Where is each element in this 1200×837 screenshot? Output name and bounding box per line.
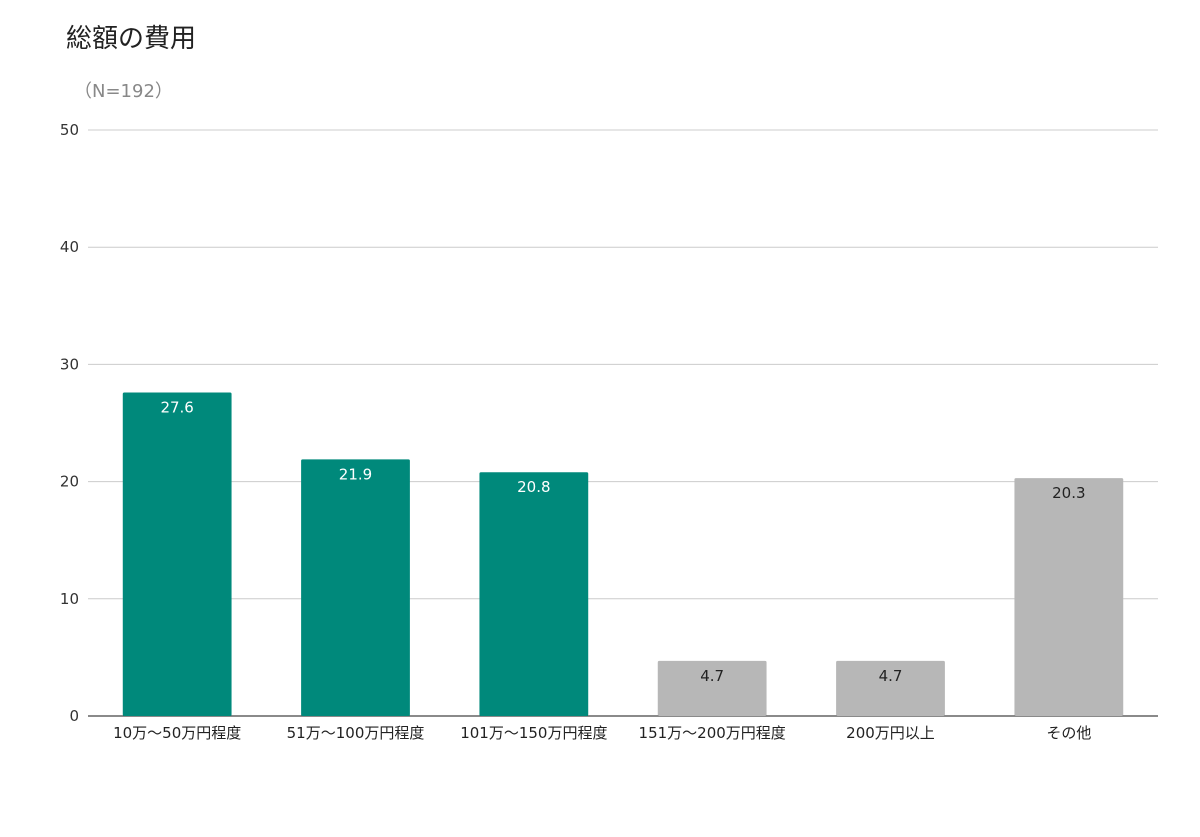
chart-subtitle: （N=192） xyxy=(74,81,173,102)
bar-value-label: 4.7 xyxy=(700,667,724,685)
x-axis-labels: 10万〜50万円程度 51万〜100万円程度 101万〜150万円程度 151万〜20… xyxy=(113,724,1091,742)
y-axis-ticks: 0 10 20 30 40 50 xyxy=(60,121,79,725)
bar-value-label: 27.6 xyxy=(160,399,193,417)
bar-value-label: 4.7 xyxy=(879,667,903,685)
y-tick-label: 50 xyxy=(60,121,79,139)
bar xyxy=(301,459,410,716)
y-tick-label: 0 xyxy=(69,707,79,725)
x-category-label: 10万〜50万円程度 xyxy=(113,724,241,742)
bar xyxy=(122,392,232,716)
bars: 27.6 21.9 20.8 4.7 4.7 20.3 xyxy=(122,392,1124,716)
bar-value-label: 21.9 xyxy=(339,465,372,483)
bar xyxy=(1014,478,1124,716)
x-category-label: その他 xyxy=(1046,724,1091,742)
bar-value-label: 20.3 xyxy=(1052,484,1085,502)
bar xyxy=(836,660,945,716)
y-tick-label: 10 xyxy=(60,590,79,608)
x-category-label: 200万円以上 xyxy=(846,724,935,742)
x-category-label: 51万〜100万円程度 xyxy=(287,724,425,742)
y-tick-label: 20 xyxy=(60,473,79,491)
x-category-label: 151万〜200万円程度 xyxy=(639,724,786,742)
gridlines xyxy=(88,129,1158,717)
x-category-label: 101万〜150万円程度 xyxy=(460,724,607,742)
bar xyxy=(657,660,767,716)
y-tick-label: 40 xyxy=(60,238,79,256)
chart-title: 総額の費用 xyxy=(66,24,197,54)
y-tick-label: 30 xyxy=(60,355,79,373)
bar-value-label: 20.8 xyxy=(517,478,550,496)
bar xyxy=(479,472,589,716)
